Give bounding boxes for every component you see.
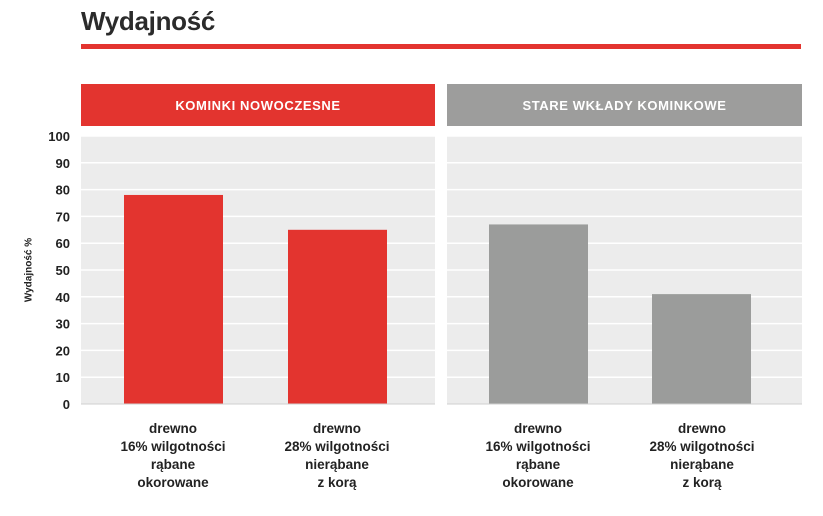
- x-label-panel2-cat1: drewno 16% wilgotności rąbane okorowane: [485, 421, 591, 490]
- y-tick-label: 100: [48, 129, 70, 144]
- bar-panel2-cat1: [489, 224, 588, 404]
- y-tick-label: 50: [56, 263, 70, 278]
- bar-panel1-cat2: [288, 229, 387, 404]
- y-tick-label: 0: [63, 397, 70, 412]
- x-label-panel1-cat1: drewno 16% wilgotności rąbane okorowane: [120, 421, 226, 490]
- y-tick-label: 90: [56, 156, 70, 171]
- y-tick-label: 70: [56, 209, 70, 224]
- x-label-panel1-cat2: drewno 28% wilgotności nierąbane z korą: [284, 421, 390, 490]
- y-tick-label: 60: [56, 236, 70, 251]
- y-tick-label: 30: [56, 317, 70, 332]
- y-tick-label: 10: [56, 370, 70, 385]
- x-label-panel2-cat2: drewno 28% wilgotności nierąbane z korą: [649, 421, 755, 490]
- page-title: Wydajność: [81, 6, 216, 36]
- bar-panel2-cat2: [652, 294, 751, 404]
- bar-panel1-cat1: [124, 194, 223, 404]
- title-divider: [81, 44, 801, 49]
- panel-header-old-inserts: STARE WKŁADY KOMINKOWE: [447, 84, 802, 126]
- panel-header-modern-fireplaces: KOMINKI NOWOCZESNE: [81, 84, 435, 126]
- y-tick-label: 20: [56, 343, 70, 358]
- y-tick-label: 40: [56, 290, 70, 305]
- y-tick-label: 80: [56, 183, 70, 198]
